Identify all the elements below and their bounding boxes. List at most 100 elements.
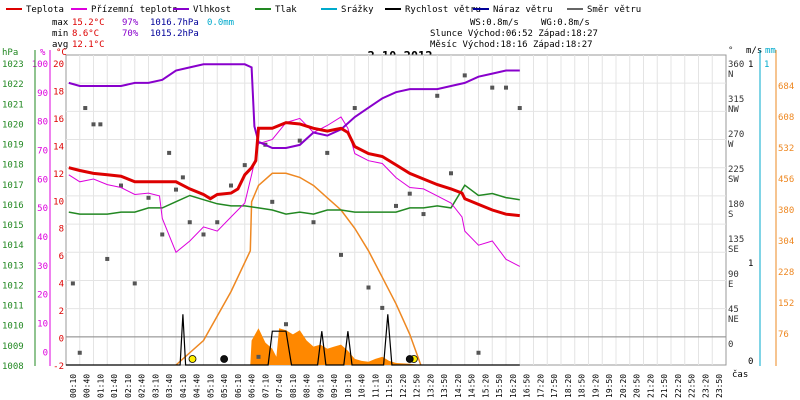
hpa-tick-label: 1013: [2, 261, 24, 271]
temp-tick-label: 12: [53, 170, 64, 180]
x-tick-label: 13:50: [440, 374, 449, 398]
x-tick-label: 20:50: [633, 374, 642, 398]
info-box: WS:0.8m/s WG:0.8m/s Slunce Východ:06:52 …: [430, 18, 598, 50]
dir-cardinal-label: SE: [728, 245, 739, 255]
ms-axis-unit: m/s: [746, 46, 762, 56]
stats-temp: 15.2°C: [72, 18, 105, 28]
legend-item: Srážky: [321, 5, 374, 15]
stats-label: avg: [52, 40, 68, 50]
hpa-tick-label: 1012: [2, 281, 24, 291]
wind-direction-point: [325, 150, 330, 155]
stats-pressure: 1016.7hPa: [150, 18, 199, 28]
temp-tick-label: 6: [59, 252, 64, 262]
x-tick-label: 18:50: [578, 374, 587, 398]
dir-tick-label: 0: [728, 340, 733, 350]
wind-direction-point: [352, 106, 357, 111]
wind-direction-point: [407, 191, 412, 196]
hpa-tick-label: 1011: [2, 302, 24, 312]
legend-label: Teplota: [26, 5, 64, 15]
pct-tick-label: 50: [37, 204, 48, 214]
mm-tick-label: 1: [764, 60, 769, 70]
hpa-tick-label: 1014: [2, 241, 24, 251]
x-tick-label: 06:10: [234, 374, 243, 398]
hpa-tick-label: 1010: [2, 322, 24, 332]
series-wind-speed: [66, 314, 520, 366]
hpa-tick-label: 1022: [2, 80, 24, 90]
wind-direction-point: [174, 187, 178, 192]
pct-tick-label: 0: [43, 348, 48, 358]
x-tick-label: 22:50: [688, 374, 697, 398]
wind-direction-point: [476, 350, 481, 355]
dir-tick-label: 135: [728, 235, 744, 245]
wind-direction-point: [201, 232, 206, 237]
wind-direction-point: [339, 252, 343, 257]
temp-tick-label: 2: [59, 307, 64, 317]
temp-tick-label: 8: [59, 225, 64, 235]
series-pressure: [68, 184, 520, 215]
series-layer: [66, 63, 522, 366]
dir-cardinal-label: S: [728, 210, 733, 220]
legend-item: Tlak: [255, 5, 297, 15]
dir-cardinal-label: N: [728, 70, 733, 80]
wind-direction-point: [70, 281, 75, 286]
x-tick-label: 01:10: [96, 374, 105, 398]
x-tick-label: 11:50: [385, 374, 394, 398]
dir-cardinal-label: SW: [728, 175, 739, 185]
pct-tick-label: 80: [37, 118, 48, 128]
wind-direction-point: [435, 93, 440, 98]
wind-direction-point: [160, 232, 165, 237]
x-tick-label: 14:20: [454, 374, 463, 398]
x-tick-label: 07:10: [261, 374, 270, 398]
dir-tick-label: 315: [728, 95, 744, 105]
wind-direction-point: [284, 322, 288, 327]
hpa-axis-unit: hPa: [2, 48, 18, 58]
solar-tick-label: 532: [778, 144, 794, 154]
stats-pressure: 1015.2hPa: [150, 29, 199, 39]
pct-axis-unit: %: [40, 48, 46, 58]
pct-tick-label: 10: [37, 320, 48, 330]
stats-label: max: [52, 18, 69, 28]
temp-tick-label: 18: [53, 87, 64, 97]
stats-temp: 8.6°C: [72, 29, 99, 39]
wind-direction-point: [98, 122, 103, 127]
x-tick-label: 21:50: [660, 374, 669, 398]
wind-direction-point: [180, 175, 185, 180]
stats-row: max 15.2°C 97% 1016.7hPa 0.0mm: [52, 18, 234, 28]
ms-tick-label: 1: [748, 60, 753, 70]
x-tick-label: 23:20: [701, 374, 710, 398]
series-solar-line: [175, 172, 422, 366]
x-tick-label: 18:20: [564, 374, 573, 398]
wind-direction-point: [256, 354, 261, 359]
wind-direction-point: [83, 106, 88, 111]
x-tick-label: 15:50: [495, 374, 504, 398]
series-ground-temperature: [68, 116, 521, 267]
legend-label: Srážky: [341, 5, 374, 15]
x-tick-label: 09:10: [316, 374, 325, 398]
x-tick-label: 09:40: [330, 374, 339, 398]
info-moon: Měsíc Východ:18:16 Západ:18:27: [430, 40, 593, 50]
series-solar-area: [250, 328, 421, 365]
x-tick-label: 01:40: [110, 374, 119, 398]
hpa-tick-label: 1008: [2, 362, 24, 372]
dir-tick-label: 90: [728, 270, 739, 280]
x-tick-label: 00:40: [83, 374, 92, 398]
x-tick-label: 10:10: [344, 374, 353, 398]
hpa-tick-label: 1016: [2, 201, 24, 211]
solar-tick-label: 608: [778, 113, 794, 123]
stats-rain: 0.0mm: [207, 18, 234, 28]
x-tick-label: 08:40: [303, 374, 312, 398]
x-tick-label: 20:20: [619, 374, 628, 398]
legend-item: Rychlost větru: [385, 5, 481, 15]
pct-tick-label: 60: [37, 175, 48, 185]
dir-tick-label: 45: [728, 305, 739, 315]
x-tick-label: 05:40: [220, 374, 229, 398]
dir-tick-label: 180: [728, 200, 744, 210]
pct-tick-label: 90: [37, 89, 48, 99]
temp-axis-unit: °C: [56, 48, 67, 58]
legend-label: Přízemní teplota: [91, 5, 178, 15]
hpa-tick-label: 1015: [2, 221, 24, 231]
info-wg: WG:0.8m/s: [541, 18, 590, 28]
x-tick-label: 08:10: [289, 374, 298, 398]
solar-tick-label: 76: [778, 330, 789, 340]
